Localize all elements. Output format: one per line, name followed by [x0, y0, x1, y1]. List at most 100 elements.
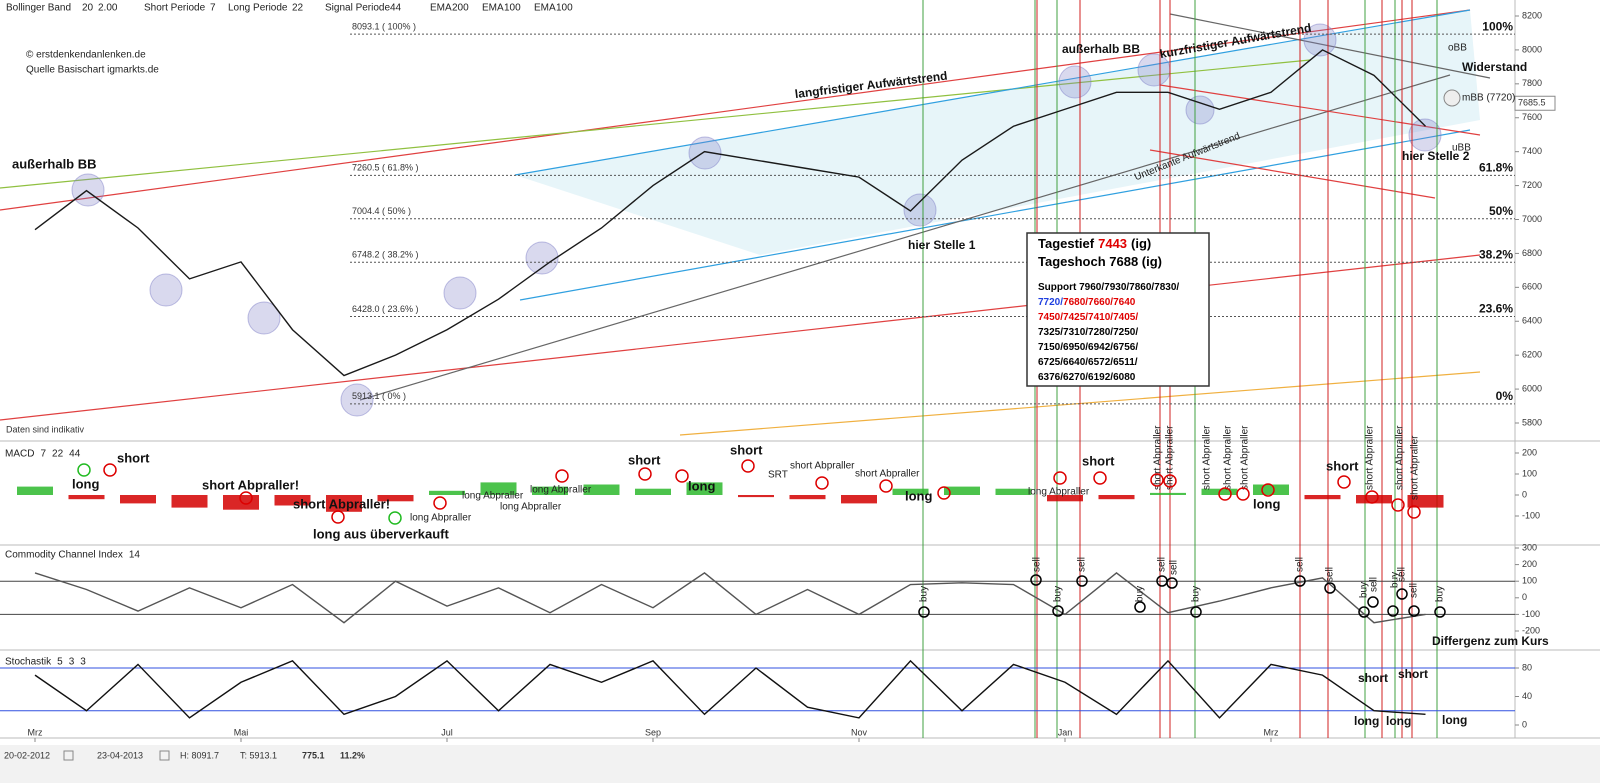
y-tick-label: -100: [1522, 609, 1540, 619]
highlight-circle: [903, 193, 937, 227]
y-tick-label: 80: [1522, 662, 1532, 672]
data-line: [34, 49, 1426, 377]
legend-item: 100: [504, 3, 521, 14]
footer-text: H: 8091.7: [180, 750, 219, 760]
signal-circle: [1093, 471, 1107, 485]
info-line: 7325/7310/7280/7250/: [1038, 327, 1138, 338]
x-tick-label: Mai: [234, 727, 249, 737]
annotation: short Abpraller!: [202, 477, 299, 492]
annotation: Differgenz zum Kurs: [1432, 634, 1549, 648]
highlight-circle: [340, 383, 374, 417]
annotation: short Abpraller: [1410, 435, 1421, 500]
annotation: long aus überverkauft: [313, 526, 449, 541]
last-price-label: 7685.5: [1518, 98, 1546, 108]
histogram-bar: [171, 495, 208, 508]
y-tick-label: 6800: [1522, 248, 1542, 258]
histogram-bar: [1304, 495, 1341, 500]
annotation: sell: [1409, 583, 1420, 598]
fib-pct: 0%: [1496, 389, 1514, 403]
panel-param: 3: [80, 657, 86, 668]
signal-circle: [1076, 575, 1088, 587]
fib-label: 7004.4 ( 50% ): [352, 206, 411, 216]
panel-param: 5: [57, 657, 63, 668]
signal-circle: [1236, 487, 1250, 501]
annotation: short: [628, 452, 661, 467]
signal-circle: [1218, 487, 1232, 501]
histogram-bar: [1098, 495, 1135, 500]
trend-line: [0, 9, 1471, 211]
annotation: uBB: [1452, 143, 1471, 154]
annotation: short Abpraller: [1153, 425, 1164, 490]
x-tick-label: Jul: [441, 727, 453, 737]
legend-item: EMA: [482, 3, 504, 14]
y-tick-label: 7400: [1522, 146, 1542, 156]
fib-label: 7260.5 ( 61.8% ): [352, 163, 419, 173]
signal-circle: [1134, 601, 1146, 613]
fib-pct: 38.2%: [1479, 247, 1513, 261]
signal-circle: [1030, 574, 1042, 586]
annotation: long: [72, 476, 99, 491]
legend-item: 200: [452, 3, 469, 14]
highlight-circle: [1408, 118, 1442, 152]
annotation: buy: [1359, 582, 1370, 598]
panel-param: 14: [129, 550, 141, 561]
y-tick-label: 100: [1522, 468, 1537, 478]
signal-circle: [937, 486, 951, 500]
y-tick-label: 7800: [1522, 78, 1542, 88]
x-tick-label: Nov: [851, 727, 868, 737]
fib-pct: 61.8%: [1479, 160, 1513, 174]
annotation: short Abpraller: [1223, 425, 1234, 490]
signal-circle: [1163, 474, 1177, 488]
info-line: Support 7960/7930/7860/7830/: [1038, 282, 1179, 293]
footer-button[interactable]: [63, 750, 74, 761]
signal-circle: [741, 459, 755, 473]
y-tick-label: 8000: [1522, 44, 1542, 54]
annotation: short Abpraller!: [293, 496, 390, 511]
annotation: short Abpraller: [1240, 425, 1251, 490]
histogram-bar: [1150, 492, 1186, 495]
footer-bar: [0, 745, 1600, 783]
info-segment: 7720/: [1038, 297, 1063, 308]
highlight-circle: [71, 173, 105, 207]
close-marker: [1443, 89, 1461, 107]
signal-circle: [1294, 575, 1306, 587]
info-line: Tageshoch 7688 (ig): [1038, 254, 1162, 269]
histogram-bar: [429, 490, 465, 495]
histogram-bar: [1047, 495, 1083, 502]
annotation: long Abpraller: [410, 513, 472, 524]
legend-item: 20: [82, 3, 94, 14]
annotation: hier Stelle 1: [908, 238, 976, 252]
highlight-circle: [1185, 95, 1215, 125]
signal-circle: [1052, 605, 1064, 617]
signal-circle: [918, 606, 930, 618]
footer-button[interactable]: [159, 750, 170, 761]
panel-title: MACD: [5, 449, 34, 460]
footer-text: 11.2%: [340, 750, 365, 760]
trend-line: [1159, 84, 1481, 136]
histogram-bar: [841, 495, 877, 504]
histogram-bar: [892, 488, 929, 495]
trend-channel: [515, 10, 1480, 255]
annotation: short: [730, 442, 763, 457]
annotation: long: [1253, 496, 1280, 511]
annotation: sell: [1397, 567, 1408, 582]
legend-item: 7: [210, 3, 216, 14]
fib-pct: 23.6%: [1479, 302, 1513, 316]
fib-label: 6428.0 ( 23.6% ): [352, 304, 419, 314]
highlight-circle: [688, 136, 722, 170]
annotation: long Abpraller: [1028, 487, 1090, 498]
annotation: buy: [1053, 586, 1064, 602]
footer-text: T: 5913.1: [240, 750, 277, 760]
signal-circle: [1166, 577, 1178, 589]
histogram-bar: [686, 482, 723, 495]
fib-pct: 50%: [1489, 204, 1513, 218]
annotation: long Abpraller: [500, 502, 562, 513]
signal-circle: [815, 476, 829, 490]
annotation: Quelle Basischart igmarkts.de: [26, 65, 159, 76]
signal-circle: [1337, 475, 1351, 489]
info-segment: Tageshoch 7688 (ig): [1038, 254, 1162, 269]
y-tick-label: 8200: [1522, 10, 1542, 20]
legend-item: EMA: [430, 3, 452, 14]
highlight-circle: [443, 276, 477, 310]
signal-circle: [331, 510, 345, 524]
